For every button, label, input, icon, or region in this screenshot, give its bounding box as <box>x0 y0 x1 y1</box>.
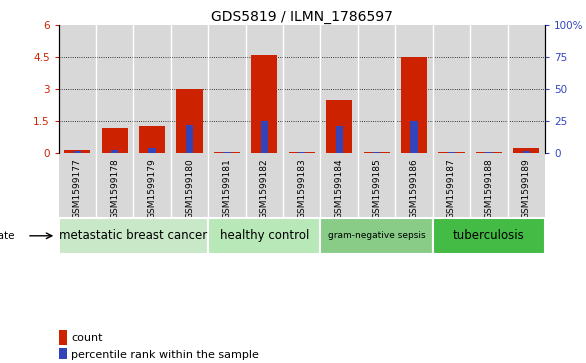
Bar <box>321 154 358 217</box>
Bar <box>470 25 507 154</box>
Bar <box>251 55 278 154</box>
Bar <box>64 150 90 154</box>
Bar <box>401 57 427 154</box>
Bar <box>96 154 134 217</box>
Bar <box>134 25 171 154</box>
Bar <box>186 125 193 154</box>
Text: GSM1599179: GSM1599179 <box>148 159 156 219</box>
Text: GSM1599180: GSM1599180 <box>185 159 194 219</box>
Bar <box>396 154 432 217</box>
Text: GSM1599186: GSM1599186 <box>410 159 418 219</box>
Bar <box>59 217 208 254</box>
Bar <box>507 25 545 154</box>
Bar <box>289 152 315 154</box>
Text: GSM1599185: GSM1599185 <box>372 159 381 219</box>
Bar <box>111 150 118 154</box>
Bar <box>74 151 81 154</box>
Text: GSM1599182: GSM1599182 <box>260 159 269 219</box>
Text: count: count <box>71 333 103 343</box>
Bar <box>523 151 530 154</box>
Bar <box>438 152 465 154</box>
Bar <box>134 154 171 217</box>
Bar <box>358 154 396 217</box>
Bar <box>208 25 246 154</box>
Text: GSM1599178: GSM1599178 <box>110 159 119 219</box>
Bar <box>101 128 128 154</box>
Text: percentile rank within the sample: percentile rank within the sample <box>71 350 259 360</box>
Bar <box>476 152 502 154</box>
Text: healthy control: healthy control <box>220 229 309 242</box>
Bar <box>283 154 321 217</box>
Text: disease state: disease state <box>0 231 15 241</box>
Bar <box>246 25 283 154</box>
Bar <box>448 152 455 154</box>
Bar <box>373 152 380 154</box>
Bar <box>214 152 240 154</box>
Bar <box>358 25 396 154</box>
Text: GSM1599177: GSM1599177 <box>73 159 82 219</box>
Bar <box>321 25 358 154</box>
Bar <box>336 126 343 154</box>
Bar <box>470 154 507 217</box>
Bar <box>176 89 203 154</box>
Bar <box>223 152 231 154</box>
Bar <box>148 148 156 154</box>
Bar <box>485 152 492 154</box>
Bar <box>283 25 321 154</box>
Bar <box>59 154 96 217</box>
Bar <box>410 122 418 154</box>
Bar <box>321 217 432 254</box>
Text: metastatic breast cancer: metastatic breast cancer <box>59 229 207 242</box>
Bar <box>513 148 539 154</box>
Bar <box>208 217 321 254</box>
Bar <box>432 154 470 217</box>
Bar <box>261 122 268 154</box>
Text: GSM1599187: GSM1599187 <box>447 159 456 219</box>
Bar <box>171 25 208 154</box>
Text: GSM1599189: GSM1599189 <box>522 159 531 219</box>
Text: tuberculosis: tuberculosis <box>453 229 524 242</box>
Bar <box>59 348 67 362</box>
Text: GSM1599181: GSM1599181 <box>223 159 231 219</box>
Bar <box>208 154 246 217</box>
Text: GSM1599183: GSM1599183 <box>297 159 306 219</box>
Bar <box>432 25 470 154</box>
Bar <box>139 126 165 154</box>
Bar <box>507 154 545 217</box>
Title: GDS5819 / ILMN_1786597: GDS5819 / ILMN_1786597 <box>211 11 393 24</box>
Bar <box>246 154 283 217</box>
Bar <box>396 25 432 154</box>
Bar <box>96 25 134 154</box>
Bar <box>432 217 545 254</box>
Bar <box>298 152 305 154</box>
Bar <box>171 154 208 217</box>
Bar <box>363 152 390 154</box>
Bar <box>59 25 96 154</box>
Text: gram-negative sepsis: gram-negative sepsis <box>328 231 425 240</box>
Bar <box>326 100 352 154</box>
Text: GSM1599188: GSM1599188 <box>485 159 493 219</box>
Bar <box>59 330 67 345</box>
Text: GSM1599184: GSM1599184 <box>335 159 344 219</box>
